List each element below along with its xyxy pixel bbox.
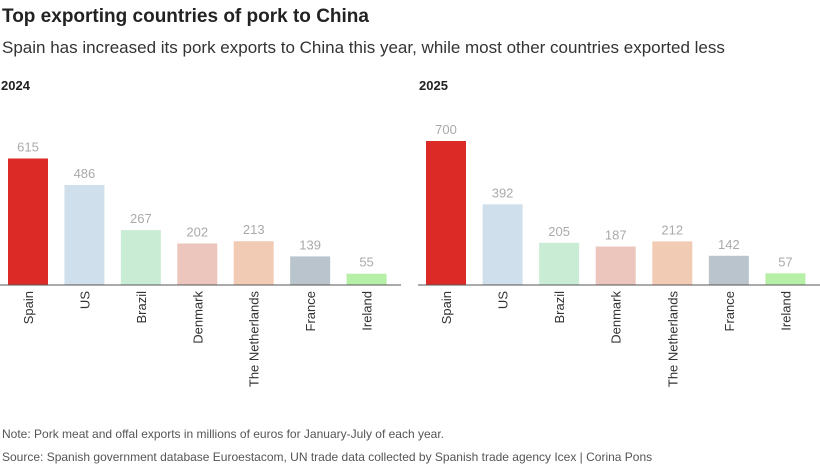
- value-label: 202: [186, 224, 208, 239]
- category-label: Ireland: [360, 291, 375, 331]
- bar-2024-spain: [8, 158, 48, 285]
- category-label: Ireland: [778, 291, 793, 331]
- category-label: Denmark: [609, 291, 624, 344]
- category-label: France: [303, 291, 318, 331]
- category-label: Spain: [439, 291, 454, 324]
- value-label: 615: [17, 139, 39, 154]
- panel-title-2024: 2024: [1, 78, 31, 93]
- category-label: The Netherlands: [665, 291, 680, 388]
- bar-2025-spain: [426, 141, 466, 285]
- value-label: 486: [74, 166, 96, 181]
- footnote: Note: Pork meat and offal exports in mil…: [2, 427, 444, 441]
- bar-2025-denmark: [595, 246, 636, 285]
- value-label: 187: [605, 228, 627, 243]
- bar-2025-brazil: [539, 242, 580, 285]
- value-label: 700: [435, 122, 457, 137]
- bar-2024-the-netherlands: [233, 241, 274, 285]
- chart-subtitle: Spain has increased its pork exports to …: [2, 38, 725, 57]
- category-label: Spain: [21, 291, 36, 324]
- value-label: 205: [548, 224, 570, 239]
- category-label: Denmark: [190, 291, 205, 344]
- bar-2024-us: [64, 185, 105, 285]
- bar-charts: 2024 615 Spain 486 US 267 Brazil 202 Denmark 213 T…: [0, 78, 820, 388]
- value-label: 142: [718, 237, 740, 252]
- bar-2025-the-netherlands: [652, 241, 693, 285]
- bar-2025-france: [708, 255, 749, 285]
- value-label: 392: [492, 185, 514, 200]
- category-label: France: [722, 291, 737, 331]
- value-label: 139: [299, 237, 321, 252]
- category-label: US: [496, 291, 511, 309]
- panel-title-2025: 2025: [419, 78, 448, 93]
- bar-2024-brazil: [120, 230, 161, 285]
- source-line: Source: Spanish government database Euro…: [2, 450, 653, 464]
- bar-2025-us: [482, 204, 523, 285]
- bar-2024-france: [290, 256, 331, 285]
- category-label: US: [77, 291, 92, 309]
- bar-2025-ireland: [765, 273, 806, 285]
- chart-title: Top exporting countries of pork to China: [2, 6, 369, 27]
- value-label: 57: [778, 254, 792, 269]
- category-label: Brazil: [552, 291, 567, 324]
- value-label: 55: [359, 255, 373, 270]
- value-label: 212: [661, 222, 683, 237]
- value-label: 213: [243, 222, 265, 237]
- value-label: 267: [130, 211, 152, 226]
- bar-2024-denmark: [177, 243, 218, 285]
- category-label: Brazil: [134, 291, 149, 324]
- bar-2024-ireland: [346, 273, 387, 285]
- category-label: The Netherlands: [247, 291, 262, 388]
